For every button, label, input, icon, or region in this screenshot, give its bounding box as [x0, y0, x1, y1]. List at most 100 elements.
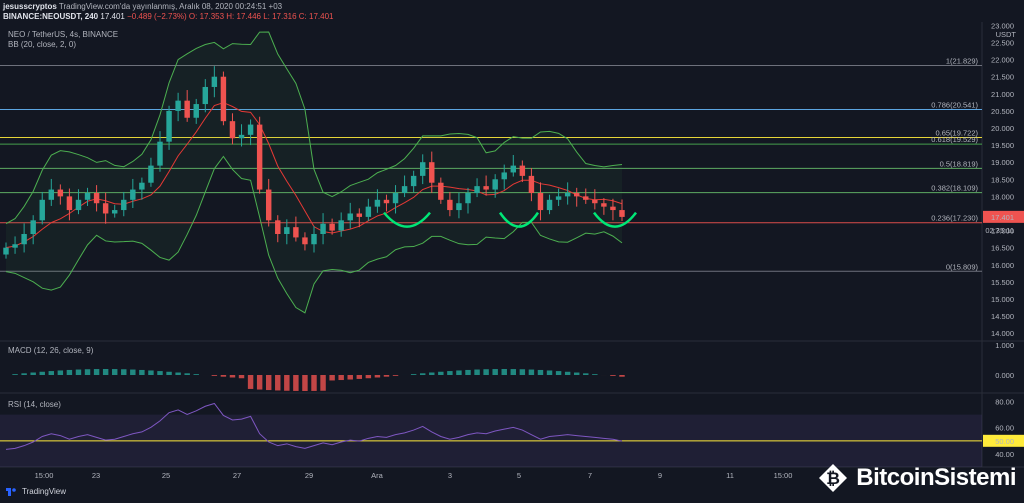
macd-bar	[265, 375, 272, 391]
candle-body	[573, 192, 580, 197]
candle-body	[438, 182, 444, 200]
candle-body	[3, 247, 9, 255]
candle-body	[211, 76, 218, 87]
fib-label: 0.65(19.722)	[935, 129, 978, 138]
candle-body	[546, 199, 553, 211]
fib-label: 0.5(18.819)	[940, 159, 979, 168]
time-tick: 11	[726, 471, 734, 480]
macd-bar	[93, 369, 100, 375]
macd-bar	[229, 375, 236, 378]
macd-bar	[465, 369, 471, 375]
macd-bar	[483, 369, 489, 375]
macd-bar	[338, 375, 344, 381]
macd-bar	[564, 371, 571, 375]
macd-bar	[66, 369, 73, 375]
bitcoin-logo-icon: ₿	[819, 464, 848, 492]
candle-body	[84, 192, 91, 200]
rsi-tick: 80.00	[995, 398, 1014, 407]
candle-body	[102, 203, 109, 214]
macd-bar	[220, 375, 227, 377]
candle-body	[193, 104, 199, 118]
candle-body	[121, 199, 127, 211]
bb-upper	[5, 31, 623, 225]
time-tick: 9	[658, 471, 662, 480]
fib-label: 0.382(18.109)	[931, 184, 978, 193]
candle-body	[184, 100, 190, 118]
macd-bar	[121, 369, 127, 375]
tradingview-label: TradingView	[22, 487, 67, 496]
candle-body	[365, 206, 372, 217]
candle-body	[12, 244, 18, 248]
support-arc	[593, 211, 637, 228]
bb-legend[interactable]: BB (20, close, 2, 0)	[8, 40, 77, 49]
rsi-line	[5, 402, 623, 450]
time-tick: 7	[588, 471, 592, 480]
time-tick: 23	[92, 471, 100, 480]
rsi-legend[interactable]: RSI (14, close)	[8, 400, 61, 409]
candle-body	[528, 175, 535, 193]
candle-body	[374, 199, 381, 207]
macd-bar	[374, 375, 381, 378]
currency-label: USDT	[996, 30, 1017, 39]
candle-body	[329, 223, 335, 231]
price-tick: 17.000	[991, 227, 1014, 236]
candle-body	[619, 210, 625, 217]
macd-bar	[311, 375, 317, 391]
macd-bar	[247, 375, 254, 389]
time-tick: 15:00	[35, 471, 54, 480]
macd-bar	[302, 375, 308, 391]
candle-body	[39, 199, 45, 221]
macd-bar	[438, 371, 444, 375]
candle-body	[519, 165, 526, 176]
price-tick: 22.000	[991, 56, 1014, 65]
macd-bar	[501, 369, 507, 375]
candle-body	[555, 196, 562, 200]
candle-body	[75, 199, 82, 211]
candle-body	[356, 213, 363, 217]
macd-bar	[111, 369, 118, 375]
candle-body	[30, 220, 36, 234]
price-tick: 18.500	[991, 175, 1014, 184]
macd-bar	[238, 375, 245, 379]
support-arc	[498, 211, 540, 228]
tradingview-logo[interactable]: TradingView	[6, 487, 66, 496]
candle-body	[347, 213, 353, 221]
macd-bar	[39, 371, 45, 375]
candle-body	[311, 234, 317, 245]
candle-body	[429, 162, 435, 183]
symbol-label: BINANCE:NEOUSDT, 240	[3, 12, 99, 21]
macd-bar	[57, 370, 64, 375]
macd-bar	[392, 375, 399, 376]
publish-date: TradingView.com'da yayınlanmış, Aralık 0…	[56, 2, 283, 11]
last-price: 17.401	[100, 12, 125, 21]
candle-body	[456, 203, 462, 211]
candle-body	[610, 206, 616, 211]
price-tick: 22.500	[991, 39, 1014, 48]
current-price-text: 17.401	[991, 213, 1014, 222]
candle-body	[166, 110, 172, 142]
macd-bar	[21, 373, 27, 375]
time-tick: 5	[517, 471, 521, 480]
candle-body	[256, 124, 263, 190]
main-legend[interactable]: NEO / TetherUS, 4s, BINANCE	[8, 30, 119, 39]
macd-bar	[256, 375, 263, 390]
macd-bar	[293, 375, 299, 391]
candle-body	[175, 100, 181, 111]
price-tick: 20.500	[991, 107, 1014, 116]
macd-bar	[84, 369, 91, 375]
candle-body	[220, 76, 227, 122]
macd-bar	[419, 373, 426, 375]
candle-body	[157, 141, 163, 166]
candle-body	[57, 189, 64, 197]
countdown: 02:35:11	[985, 226, 1014, 235]
time-tick: 27	[233, 471, 241, 480]
candle-body	[21, 234, 27, 245]
macd-bar	[528, 369, 535, 375]
time-tick: 29	[305, 471, 313, 480]
price-tick: 15.500	[991, 278, 1014, 287]
fib-label: 0.236(17.230)	[931, 214, 978, 223]
candle-body	[537, 192, 544, 211]
macd-legend[interactable]: MACD (12, 26, close, 9)	[8, 346, 94, 355]
macd-bar	[193, 374, 199, 375]
